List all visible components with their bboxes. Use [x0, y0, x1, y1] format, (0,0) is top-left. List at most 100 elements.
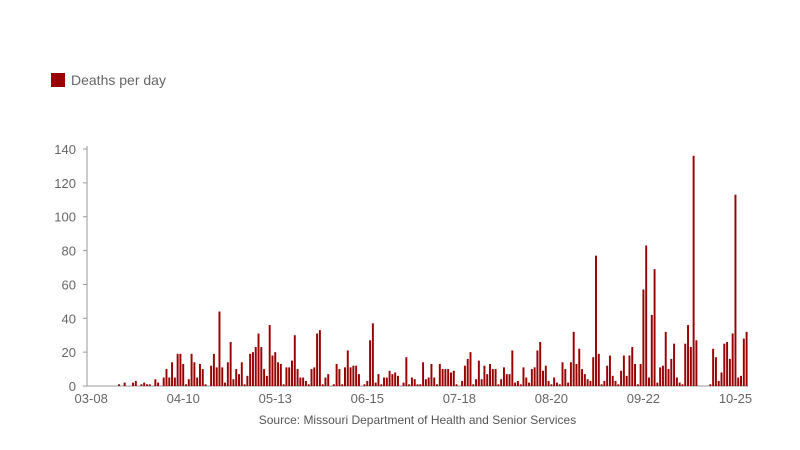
bar[interactable] — [597, 353, 600, 386]
bar[interactable] — [661, 365, 664, 386]
bar[interactable] — [299, 377, 302, 386]
bar[interactable] — [291, 360, 293, 386]
bar[interactable] — [369, 340, 372, 386]
bar[interactable] — [572, 331, 575, 386]
bar[interactable] — [324, 377, 327, 386]
bar[interactable] — [542, 370, 544, 386]
bar[interactable] — [483, 365, 486, 386]
bar[interactable] — [154, 379, 157, 386]
bar[interactable] — [497, 384, 500, 386]
bar[interactable] — [603, 380, 606, 386]
bar[interactable] — [491, 369, 494, 386]
bar[interactable] — [508, 374, 511, 386]
bar[interactable] — [536, 350, 539, 386]
bar[interactable] — [374, 382, 377, 386]
bar[interactable] — [349, 367, 352, 386]
bar[interactable] — [589, 380, 592, 386]
bar[interactable] — [341, 384, 344, 386]
bar[interactable] — [143, 382, 146, 386]
bar[interactable] — [745, 331, 748, 386]
bar[interactable] — [664, 331, 667, 386]
bar[interactable] — [134, 380, 137, 386]
bar[interactable] — [642, 289, 645, 386]
bar[interactable] — [519, 384, 522, 386]
bar[interactable] — [187, 379, 190, 386]
bar[interactable] — [274, 352, 277, 386]
bar[interactable] — [408, 384, 411, 386]
bar[interactable] — [383, 377, 386, 386]
bar[interactable] — [221, 367, 224, 386]
bar[interactable] — [416, 384, 419, 386]
bar[interactable] — [522, 367, 525, 386]
bar[interactable] — [249, 353, 252, 386]
bar[interactable] — [196, 377, 199, 386]
bar[interactable] — [709, 384, 712, 386]
bar[interactable] — [558, 384, 561, 386]
bar[interactable] — [424, 379, 427, 386]
bar[interactable] — [327, 374, 330, 386]
bar[interactable] — [313, 367, 316, 386]
bar[interactable] — [285, 367, 288, 386]
bar[interactable] — [422, 362, 425, 386]
bar[interactable] — [625, 375, 628, 386]
bar[interactable] — [157, 382, 160, 386]
bar[interactable] — [268, 325, 271, 386]
bar[interactable] — [489, 363, 491, 386]
bar[interactable] — [288, 367, 291, 386]
bar[interactable] — [653, 269, 656, 386]
bar[interactable] — [238, 374, 240, 386]
bar[interactable] — [251, 352, 254, 386]
bar[interactable] — [430, 363, 433, 386]
bar[interactable] — [617, 384, 620, 386]
bar[interactable] — [123, 382, 126, 386]
bar[interactable] — [118, 384, 121, 386]
bar[interactable] — [734, 194, 737, 386]
bar[interactable] — [226, 362, 229, 386]
bar[interactable] — [201, 369, 204, 386]
bar[interactable] — [675, 377, 678, 386]
bar[interactable] — [210, 365, 213, 386]
bar[interactable] — [684, 343, 687, 386]
bar[interactable] — [413, 379, 416, 386]
bar[interactable] — [631, 347, 634, 386]
bar[interactable] — [277, 362, 280, 386]
bar[interactable] — [564, 369, 567, 386]
bar[interactable] — [338, 369, 341, 386]
bar[interactable] — [678, 382, 681, 386]
bar[interactable] — [600, 384, 603, 386]
bar[interactable] — [606, 365, 609, 386]
bar[interactable] — [173, 377, 176, 386]
bar[interactable] — [198, 363, 201, 386]
bar[interactable] — [659, 367, 662, 386]
bar[interactable] — [165, 369, 168, 386]
bar[interactable] — [726, 341, 729, 386]
bar[interactable] — [145, 384, 148, 386]
bar[interactable] — [737, 377, 740, 386]
bar[interactable] — [397, 375, 399, 386]
bar[interactable] — [628, 355, 631, 386]
bar[interactable] — [357, 374, 360, 386]
bar[interactable] — [614, 380, 617, 386]
bar[interactable] — [271, 355, 274, 386]
bar[interactable] — [246, 375, 249, 386]
bar[interactable] — [171, 362, 174, 386]
bar[interactable] — [740, 375, 742, 386]
bar[interactable] — [742, 338, 745, 386]
bar[interactable] — [692, 155, 695, 386]
bar[interactable] — [569, 362, 572, 386]
bar[interactable] — [318, 330, 321, 386]
bar[interactable] — [293, 335, 296, 386]
bar[interactable] — [452, 370, 455, 386]
bar[interactable] — [380, 384, 383, 386]
bar[interactable] — [547, 380, 550, 386]
bar[interactable] — [302, 377, 305, 386]
bar[interactable] — [586, 379, 589, 386]
bar[interactable] — [132, 382, 134, 386]
bar[interactable] — [516, 380, 519, 386]
bar[interactable] — [254, 347, 257, 386]
bar[interactable] — [212, 353, 215, 386]
bar[interactable] — [667, 369, 670, 386]
bar[interactable] — [243, 384, 246, 386]
bar[interactable] — [494, 369, 497, 386]
bar[interactable] — [260, 347, 263, 386]
